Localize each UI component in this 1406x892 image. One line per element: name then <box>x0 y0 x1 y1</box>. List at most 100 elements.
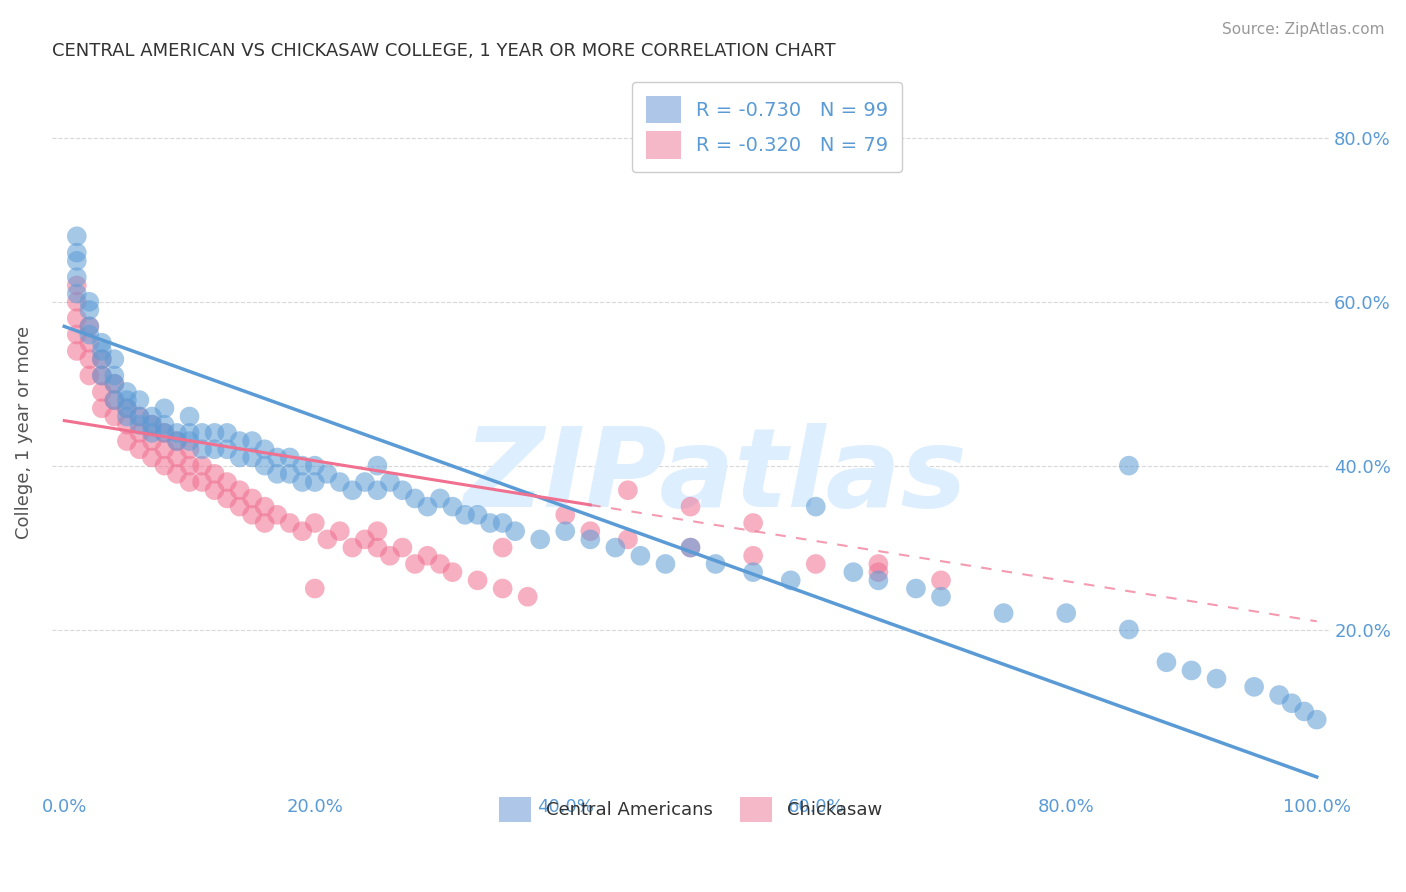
Point <box>79 352 101 367</box>
Text: CENTRAL AMERICAN VS CHICKASAW COLLEGE, 1 YEAR OR MORE CORRELATION CHART: CENTRAL AMERICAN VS CHICKASAW COLLEGE, 1… <box>52 42 835 60</box>
Point <box>868 574 890 588</box>
Point <box>141 417 163 432</box>
Point <box>929 590 952 604</box>
Point <box>278 450 301 465</box>
Point <box>253 458 276 473</box>
Point <box>179 458 201 473</box>
Point <box>679 541 702 555</box>
Point <box>166 434 188 448</box>
Point <box>291 458 314 473</box>
Point <box>217 491 239 506</box>
Point <box>529 533 551 547</box>
Point <box>378 549 401 563</box>
Point <box>416 500 439 514</box>
Point <box>79 294 101 309</box>
Point <box>204 442 226 457</box>
Point <box>304 582 326 596</box>
Point <box>166 434 188 448</box>
Point <box>266 467 288 481</box>
Point <box>617 533 640 547</box>
Point <box>191 442 214 457</box>
Point <box>103 376 125 391</box>
Point <box>179 425 201 440</box>
Point <box>304 475 326 489</box>
Point <box>304 516 326 530</box>
Point <box>617 483 640 498</box>
Point <box>191 425 214 440</box>
Point <box>253 500 276 514</box>
Point <box>166 450 188 465</box>
Point <box>804 500 827 514</box>
Point <box>291 524 314 539</box>
Text: Source: ZipAtlas.com: Source: ZipAtlas.com <box>1222 22 1385 37</box>
Point <box>491 541 513 555</box>
Point <box>90 352 112 367</box>
Point <box>228 500 250 514</box>
Point <box>779 574 801 588</box>
Point <box>228 450 250 465</box>
Point <box>115 417 138 432</box>
Point <box>253 516 276 530</box>
Point <box>153 425 176 440</box>
Point <box>579 524 602 539</box>
Point <box>66 327 89 342</box>
Point <box>115 434 138 448</box>
Point <box>115 384 138 399</box>
Point <box>404 491 426 506</box>
Point <box>554 524 576 539</box>
Point <box>240 434 263 448</box>
Point <box>79 319 101 334</box>
Point <box>1281 696 1303 710</box>
Point <box>554 508 576 522</box>
Point <box>240 491 263 506</box>
Point <box>90 335 112 350</box>
Point <box>1205 672 1227 686</box>
Point <box>342 483 364 498</box>
Point <box>191 475 214 489</box>
Point <box>316 533 339 547</box>
Point <box>378 475 401 489</box>
Point <box>179 409 201 424</box>
Point <box>253 442 276 457</box>
Point <box>742 549 765 563</box>
Point <box>66 311 89 326</box>
Point <box>90 401 112 416</box>
Point <box>654 557 676 571</box>
Point <box>404 557 426 571</box>
Point <box>441 565 464 579</box>
Point <box>240 450 263 465</box>
Y-axis label: College, 1 year or more: College, 1 year or more <box>15 326 32 540</box>
Point <box>429 491 451 506</box>
Point <box>354 533 377 547</box>
Point <box>103 352 125 367</box>
Point <box>79 319 101 334</box>
Point <box>1294 705 1316 719</box>
Point <box>179 442 201 457</box>
Legend: Central Americans, Chickasaw: Central Americans, Chickasaw <box>486 784 894 835</box>
Point <box>467 574 489 588</box>
Point <box>204 425 226 440</box>
Point <box>1306 713 1329 727</box>
Point <box>304 458 326 473</box>
Point <box>79 327 101 342</box>
Point <box>103 393 125 408</box>
Point <box>1054 606 1077 620</box>
Point <box>128 442 150 457</box>
Point <box>66 245 89 260</box>
Point <box>66 343 89 358</box>
Point <box>868 565 890 579</box>
Point <box>66 286 89 301</box>
Point <box>1118 623 1140 637</box>
Point <box>329 475 352 489</box>
Point <box>204 467 226 481</box>
Point <box>516 590 538 604</box>
Point <box>90 384 112 399</box>
Point <box>467 508 489 522</box>
Point <box>217 475 239 489</box>
Point <box>66 253 89 268</box>
Point <box>153 401 176 416</box>
Point <box>115 409 138 424</box>
Point <box>503 524 526 539</box>
Point <box>316 467 339 481</box>
Point <box>141 417 163 432</box>
